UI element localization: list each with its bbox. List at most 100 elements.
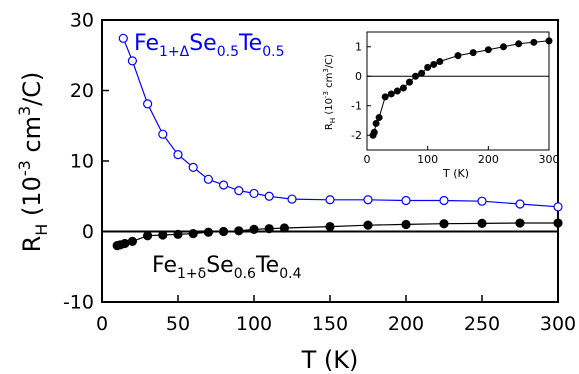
inset-y-tick-label: 1 — [355, 41, 362, 54]
main-series-1-point — [127, 56, 137, 66]
inset-series-1-point — [399, 84, 407, 92]
main-series-1-point — [249, 188, 259, 199]
series1-label-end: Te — [238, 31, 262, 56]
main-series-2-point — [203, 227, 213, 237]
main-series-1-point — [477, 196, 487, 206]
series2-label-sub2: 0.6 — [234, 266, 256, 282]
inset-series-1-point — [545, 37, 553, 45]
main-series-1-point — [515, 199, 525, 209]
main-series-1-point — [158, 129, 168, 139]
main-series-2-point — [120, 238, 130, 249]
main-series-2-point — [515, 218, 525, 228]
main-x-tick-label: 200 — [388, 313, 424, 335]
series1-label-sub1: 1+Δ — [159, 44, 190, 60]
main-x-tick-label: 0 — [96, 313, 108, 335]
inset-series-1-point — [375, 114, 383, 122]
inset-series-1-point — [372, 119, 380, 127]
main-y-axis-label: RH (10-3 cm3/C) — [15, 72, 51, 253]
inset-y-tick-label: -1 — [351, 100, 362, 113]
main-series-2-point — [143, 231, 153, 241]
main-series-1-point — [188, 162, 198, 172]
main-y-tick-label: 30 — [70, 10, 94, 32]
main-series-2-point — [188, 229, 198, 239]
series2-label-end: Te — [255, 253, 279, 278]
inset-series-1-point — [530, 38, 538, 46]
main-series-1-point — [325, 195, 335, 205]
main-series-1-point — [363, 195, 373, 205]
main-series-2-point — [249, 224, 259, 234]
inset-series-1-point — [424, 63, 432, 71]
ylabel-mid1: (10 — [18, 176, 46, 224]
series2-label-sub3: 0.4 — [279, 266, 301, 282]
inset-series-1-point — [405, 78, 413, 86]
inset-series-1-point — [418, 69, 426, 77]
inset-x-tick-label: 0 — [364, 153, 371, 166]
main-series-1-point — [264, 191, 274, 201]
ylabel-sub: H — [32, 224, 51, 236]
main-x-tick-label: 100 — [236, 313, 272, 335]
main-x-axis-label: T (K) — [301, 346, 359, 374]
inset-series-1-point — [370, 128, 378, 136]
main-series-2-point — [279, 223, 289, 233]
main-series-2-point — [173, 229, 183, 239]
ylabel-sup2: 3 — [15, 106, 34, 116]
main-x-tick-label: 250 — [464, 313, 500, 335]
inset-y-tick-label: 0 — [355, 70, 362, 83]
inset-ylabel-mid2: cm — [324, 73, 335, 91]
main-series-2-point — [234, 226, 244, 236]
main-series-1-point — [287, 194, 297, 204]
inset-series — [369, 37, 553, 139]
inset-x-axis-label: T (K) — [442, 167, 469, 180]
main-y-tick-label: 10 — [70, 151, 94, 173]
inset-ylabel-sup2: 3 — [322, 68, 330, 72]
series-label-fe-se06-te04: Fe1+δSe0.6Te0.4 — [152, 253, 302, 282]
inset-series-1-point — [381, 93, 389, 101]
main-series-1-point — [553, 202, 563, 212]
series1-label-sub3: 0.5 — [262, 44, 284, 60]
main-series-1-point — [173, 150, 183, 160]
inset-plot: 0 100 200 300 -2 -1 0 1 RH (10-3 cm3/C) T (K) — [322, 31, 560, 180]
main-x-tick-label: 50 — [166, 313, 190, 335]
inset-series-1-point — [484, 46, 492, 54]
inset-ylabel-mid1: (10 — [324, 98, 335, 118]
main-series-2-point — [264, 224, 274, 234]
main-series-2-point — [127, 236, 137, 246]
main-x-tick-label: 150 — [312, 313, 348, 335]
ylabel-pre: R — [18, 236, 46, 253]
series2-label-mid: Se — [206, 253, 234, 278]
series2-label-base: Fe — [152, 253, 177, 278]
series1-label-sub2: 0.5 — [217, 44, 239, 60]
inset-series-1-point — [500, 43, 507, 51]
main-y-tick-label: 0 — [82, 221, 94, 243]
inset-ylabel-post: /C) — [324, 54, 335, 68]
inset-series-1-point — [469, 49, 477, 57]
ylabel-post: /C) — [18, 72, 46, 106]
main-series-2-line — [117, 222, 558, 247]
series2-label-sub1: 1+δ — [177, 266, 206, 282]
main-series-2-point — [325, 221, 335, 232]
inset-series-1-point — [454, 52, 462, 60]
main-series — [112, 33, 563, 251]
main-series-1-point — [203, 174, 213, 184]
inset-y-tick-label: -2 — [351, 129, 362, 142]
main-x-tick-label: 300 — [540, 313, 576, 335]
inset-series-1-point — [436, 58, 444, 65]
series-label-fe-se05-te05: Fe1+ΔSe0.5Te0.5 — [134, 31, 285, 60]
ylabel-mid2: cm — [18, 116, 46, 160]
main-series-2-point — [553, 218, 563, 228]
main-series-2-point — [439, 219, 449, 229]
inset-series-1-point — [412, 72, 420, 80]
inset-x-tick-label: 100 — [417, 153, 438, 166]
inset-ylabel-sup1: -3 — [322, 91, 330, 98]
series1-label-mid: Se — [189, 31, 217, 56]
main-series-2-point — [158, 230, 168, 240]
inset-ylabel-pre: R — [324, 123, 335, 130]
inset-y-axis-label: RH (10-3 cm3/C) — [322, 54, 337, 130]
series1-label-base: Fe — [134, 31, 159, 56]
main-series-2-point — [477, 218, 487, 228]
main-series-1-point — [143, 99, 153, 109]
inset-series-1-point — [387, 90, 395, 98]
